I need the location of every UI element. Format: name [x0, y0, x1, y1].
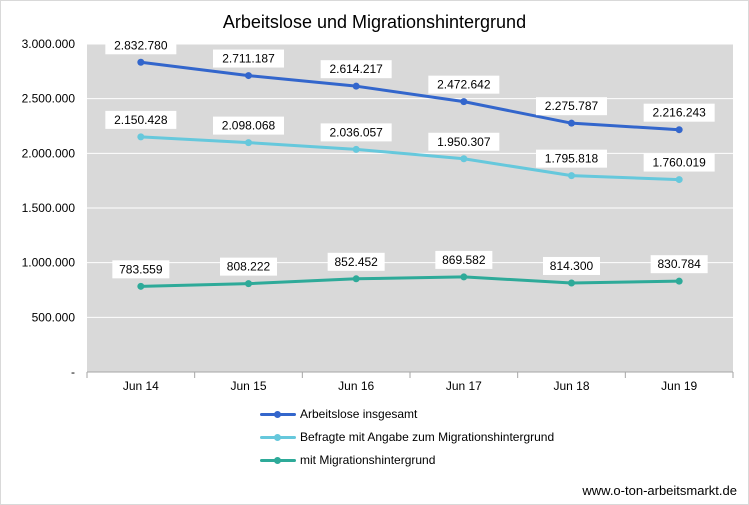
legend-label: Befragte mit Angabe zum Migrationshinter… — [300, 429, 555, 444]
data-point — [352, 82, 360, 90]
x-tick-label: Jun 19 — [661, 379, 697, 393]
legend-item-befragte[interactable]: Befragte mit Angabe zum Migrationshinter… — [258, 425, 554, 448]
data-point — [568, 172, 575, 180]
data-label-box — [327, 252, 385, 271]
data-label: 808.222 — [227, 260, 271, 274]
data-label-box — [112, 260, 170, 279]
x-tick-label: Jun 17 — [446, 379, 482, 393]
data-label-box — [213, 116, 284, 135]
data-point — [675, 126, 683, 134]
data-label-box — [105, 110, 177, 129]
y-tick-label: 1.500.000 — [22, 201, 76, 215]
chart-legend: Arbeitslose insgesamt Befragte mit Angab… — [258, 402, 554, 471]
data-label-box — [428, 132, 500, 151]
y-tick-label: 1.000.000 — [22, 256, 76, 270]
data-point — [675, 176, 683, 184]
data-label-box — [536, 149, 607, 168]
data-label: 2.832.780 — [114, 38, 168, 52]
source-credit: www.o-ton-arbeitsmarkt.de — [582, 483, 737, 498]
y-tick-label: - — [71, 365, 75, 379]
data-label-box — [435, 250, 493, 269]
data-label: 1.950.307 — [437, 135, 491, 149]
data-label: 1.760.019 — [652, 156, 706, 170]
y-tick-label: 3.000.000 — [22, 37, 76, 51]
data-label-box — [643, 103, 715, 122]
data-label-box — [213, 49, 284, 68]
data-label-box — [320, 123, 392, 142]
x-tick-label: Jun 16 — [338, 379, 374, 393]
data-label: 2.036.057 — [329, 125, 383, 139]
data-label-box — [220, 257, 277, 276]
data-label: 2.150.428 — [114, 113, 168, 127]
x-tick-label: Jun 14 — [123, 379, 159, 393]
data-point — [675, 277, 683, 285]
data-label-box — [428, 75, 500, 94]
x-tick-label: Jun 18 — [553, 379, 589, 393]
data-label: 869.582 — [442, 253, 486, 267]
data-label-box — [543, 256, 600, 275]
data-point — [460, 98, 468, 106]
chart-title: Arbeitslose und Migrationshintergrund — [222, 12, 527, 32]
data-point — [460, 273, 468, 281]
line-chart: - 500.000 1.000.000 1.500.000 2.000.000 2.500… — [22, 36, 734, 393]
data-point — [352, 145, 360, 153]
data-label-box — [643, 153, 715, 172]
data-point — [245, 139, 252, 147]
data-label: 2.216.243 — [652, 106, 706, 120]
data-label: 2.472.642 — [437, 78, 491, 92]
data-label: 2.098.068 — [222, 119, 276, 133]
series-line — [139, 135, 681, 182]
data-label: 830.784 — [657, 257, 701, 271]
data-point — [568, 119, 575, 127]
data-point — [137, 58, 145, 66]
legend-marker-icon — [258, 432, 298, 442]
y-tick-label: 2.000.000 — [22, 146, 76, 160]
data-label: 1.795.818 — [545, 152, 599, 166]
legend-marker-icon — [258, 455, 298, 465]
legend-label: mit Migrationshintergrund — [300, 452, 436, 467]
legend-item-arbeitslose-insgesamt[interactable]: Arbeitslose insgesamt — [258, 402, 554, 425]
data-label: 2.711.187 — [222, 52, 275, 66]
legend-marker-icon — [258, 409, 298, 419]
x-tick-label: Jun 15 — [230, 379, 266, 393]
series-line — [139, 275, 681, 288]
legend-label: Arbeitslose insgesamt — [300, 406, 418, 421]
legend-item-mit-migrationshintergrund[interactable]: mit Migrationshintergrund — [258, 448, 554, 471]
y-tick-label: 2.500.000 — [22, 92, 76, 106]
series-line — [139, 60, 681, 132]
data-label: 814.300 — [550, 259, 594, 273]
data-point — [568, 279, 575, 287]
data-label-box — [536, 97, 607, 116]
data-label-box — [650, 255, 708, 274]
data-label-box — [320, 60, 392, 79]
data-point — [245, 280, 252, 288]
data-point — [137, 282, 145, 290]
data-point — [245, 72, 252, 80]
data-point — [460, 155, 468, 163]
data-label: 2.275.787 — [545, 99, 599, 113]
data-point — [137, 133, 145, 141]
data-label-box — [105, 36, 177, 55]
data-label: 2.614.217 — [329, 62, 383, 76]
data-label: 852.452 — [334, 255, 378, 269]
data-point — [352, 275, 360, 283]
y-tick-label: 500.000 — [32, 310, 76, 324]
data-label: 783.559 — [119, 262, 163, 276]
